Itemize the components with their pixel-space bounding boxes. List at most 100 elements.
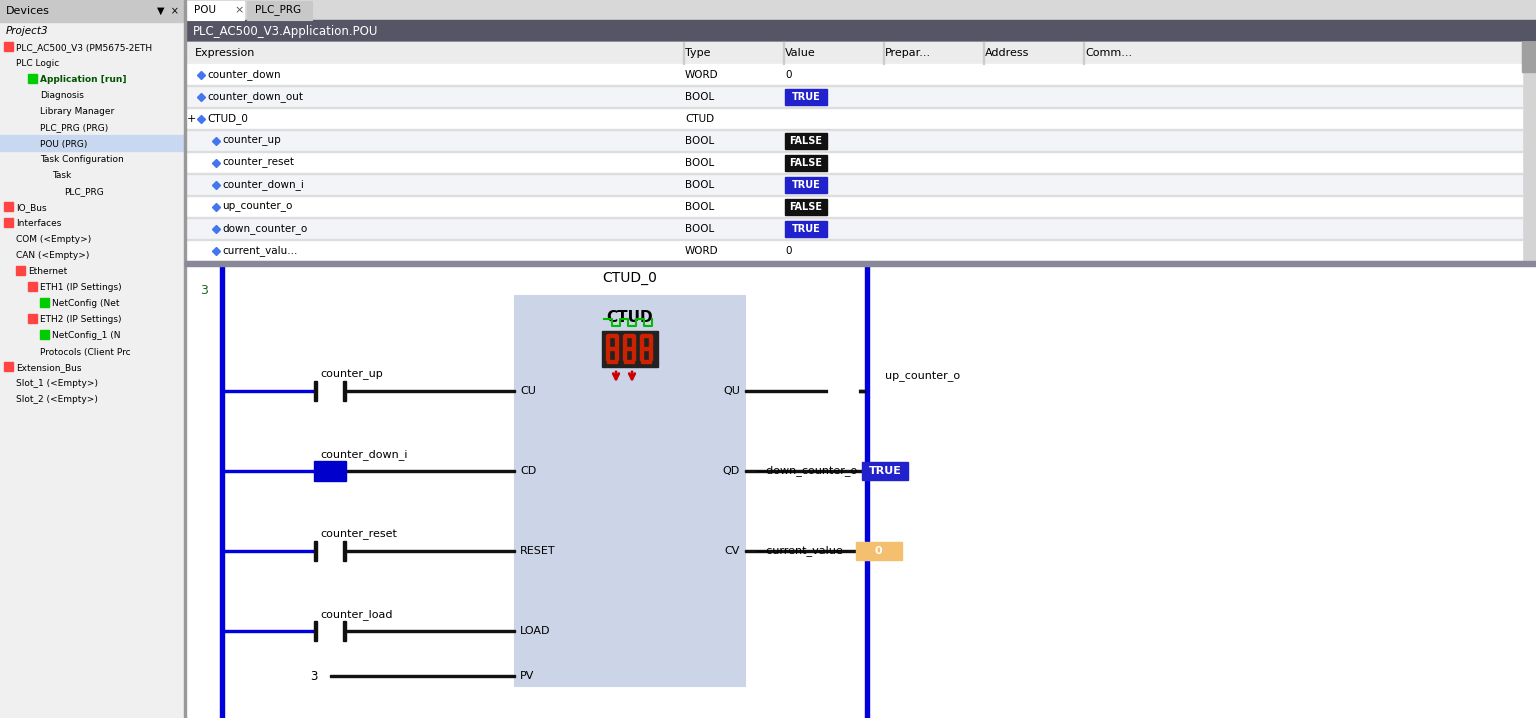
Text: FALSE: FALSE: [790, 202, 822, 212]
Text: PLC Logic: PLC Logic: [15, 60, 60, 68]
Text: Address: Address: [985, 48, 1029, 58]
Text: CU: CU: [521, 386, 536, 396]
Text: BOOL: BOOL: [685, 202, 714, 212]
Bar: [607, 348, 608, 360]
Bar: [641, 347, 651, 350]
Bar: [785, 133, 826, 149]
Bar: [184, 107, 1522, 108]
Text: Task: Task: [52, 172, 71, 180]
Text: BOOL: BOOL: [685, 224, 714, 234]
Text: Ethernet: Ethernet: [28, 268, 68, 276]
Bar: [40, 330, 49, 339]
Bar: [343, 541, 346, 561]
Bar: [224, 470, 313, 472]
Bar: [28, 74, 37, 83]
Bar: [184, 195, 1522, 196]
Bar: [184, 64, 1522, 86]
Text: PLC_AC500_V3.Application.POU: PLC_AC500_V3.Application.POU: [194, 24, 378, 37]
Bar: [829, 377, 857, 405]
Bar: [184, 217, 1522, 218]
Bar: [184, 239, 1522, 240]
Text: PV: PV: [521, 671, 535, 681]
Text: current_valu...: current_valu...: [223, 246, 298, 256]
Bar: [313, 541, 316, 561]
Text: 3: 3: [200, 284, 207, 297]
Text: BOOL: BOOL: [685, 158, 714, 168]
Text: counter_reset: counter_reset: [223, 158, 293, 168]
Bar: [330, 675, 515, 677]
Text: counter_down_i: counter_down_i: [223, 180, 304, 190]
Bar: [862, 462, 908, 480]
Text: 0: 0: [874, 546, 882, 556]
Text: CTUD: CTUD: [685, 114, 714, 124]
Text: Application [run]: Application [run]: [40, 75, 126, 85]
Bar: [650, 335, 651, 347]
Text: +: +: [187, 114, 197, 124]
Text: PLC_PRG: PLC_PRG: [65, 187, 104, 197]
Bar: [785, 155, 826, 171]
Text: FALSE: FALSE: [790, 136, 822, 146]
Bar: [313, 621, 316, 641]
Text: Project3: Project3: [6, 26, 49, 36]
Bar: [247, 1, 312, 20]
Text: CV: CV: [725, 546, 740, 556]
Bar: [184, 42, 1536, 262]
Text: Devices: Devices: [6, 6, 49, 16]
Bar: [184, 85, 1522, 86]
Text: PLC_AC500_V3 (PM5675-2ETH: PLC_AC500_V3 (PM5675-2ETH: [15, 44, 152, 52]
Text: ETH1 (IP Settings): ETH1 (IP Settings): [40, 284, 121, 292]
Text: TRUE: TRUE: [791, 92, 820, 102]
Bar: [184, 261, 1536, 266]
Text: BOOL: BOOL: [685, 136, 714, 146]
Bar: [624, 348, 627, 360]
Text: Library Manager: Library Manager: [40, 108, 114, 116]
Bar: [313, 461, 346, 481]
Bar: [607, 335, 608, 347]
Text: Comm...: Comm...: [1084, 48, 1132, 58]
Bar: [184, 42, 1536, 64]
Text: BOOL: BOOL: [685, 180, 714, 190]
Bar: [745, 550, 865, 552]
Text: counter_load: counter_load: [319, 610, 393, 620]
Text: counter_up: counter_up: [223, 136, 281, 146]
Bar: [865, 266, 869, 718]
Bar: [28, 282, 37, 291]
Bar: [856, 542, 902, 560]
Bar: [220, 266, 224, 718]
Text: counter_reset: counter_reset: [319, 530, 396, 540]
Bar: [5, 42, 12, 51]
Text: Slot_1 (<Empty>): Slot_1 (<Empty>): [15, 380, 98, 388]
Text: COM (<Empty>): COM (<Empty>): [15, 236, 91, 245]
Bar: [1522, 42, 1536, 72]
Text: CTUD: CTUD: [607, 310, 653, 325]
Bar: [184, 0, 1536, 20]
Text: ×: ×: [233, 5, 243, 15]
Text: down_counter_o: down_counter_o: [223, 223, 307, 235]
Bar: [184, 0, 186, 718]
Text: up_counter_o: up_counter_o: [885, 372, 960, 382]
Text: TRUE: TRUE: [791, 180, 820, 190]
Text: TRUE: TRUE: [868, 466, 902, 476]
Bar: [785, 221, 826, 237]
Bar: [184, 129, 1522, 130]
Text: Type: Type: [685, 48, 711, 58]
Bar: [641, 348, 644, 360]
Text: Slot_2 (<Empty>): Slot_2 (<Empty>): [15, 396, 98, 404]
Bar: [346, 630, 515, 632]
Bar: [184, 20, 1536, 42]
Text: WORD: WORD: [685, 246, 719, 256]
Text: Diagnosis: Diagnosis: [40, 91, 84, 101]
Bar: [224, 630, 313, 632]
Bar: [343, 381, 346, 401]
Bar: [346, 390, 515, 392]
Bar: [313, 381, 316, 401]
Bar: [607, 347, 617, 350]
Text: BOOL: BOOL: [685, 92, 714, 102]
Bar: [184, 266, 1536, 718]
Bar: [607, 360, 617, 363]
Bar: [184, 152, 1522, 174]
Bar: [5, 202, 12, 211]
Bar: [5, 218, 12, 227]
Bar: [745, 470, 865, 472]
Text: counter_down_out: counter_down_out: [207, 92, 303, 103]
